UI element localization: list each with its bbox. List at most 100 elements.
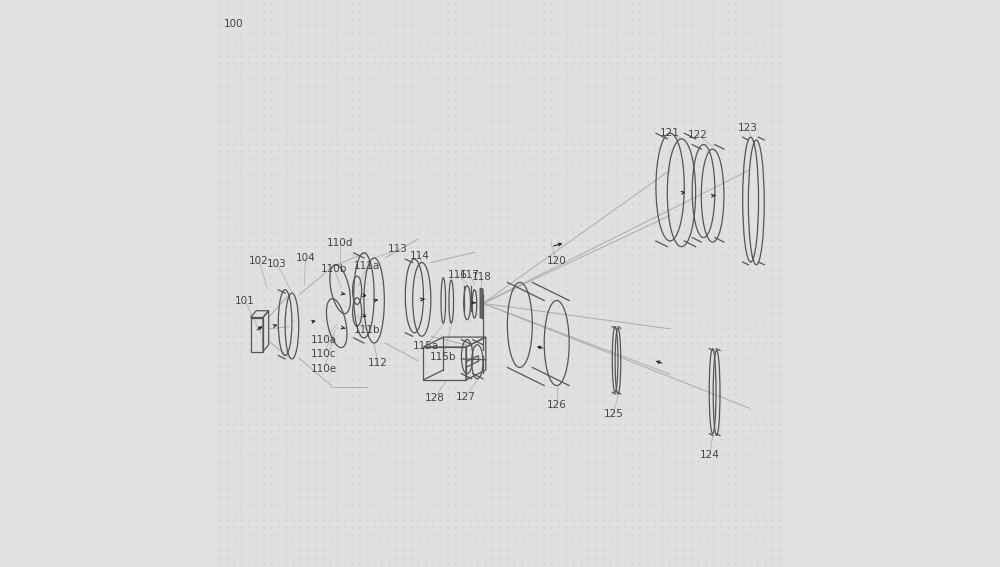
- Point: [521, 147, 537, 156]
- Point: [432, 405, 448, 414]
- Point: [609, 0, 625, 9]
- Point: [506, 213, 522, 222]
- Point: [528, 331, 544, 340]
- Point: [713, 560, 729, 567]
- Point: [558, 331, 574, 340]
- Point: [226, 132, 242, 141]
- Point: [735, 338, 751, 348]
- Point: [735, 36, 751, 45]
- Point: [713, 176, 729, 185]
- Point: [757, 405, 773, 414]
- Point: [219, 471, 235, 480]
- Point: [742, 213, 758, 222]
- Point: [484, 73, 500, 82]
- Point: [514, 530, 530, 539]
- Point: [256, 383, 272, 392]
- Point: [300, 51, 316, 60]
- Point: [248, 427, 264, 436]
- Point: [381, 361, 397, 370]
- Point: [536, 486, 552, 495]
- Point: [580, 397, 596, 407]
- Point: [558, 383, 574, 392]
- Point: [506, 515, 522, 524]
- Point: [580, 316, 596, 325]
- Point: [558, 442, 574, 451]
- Point: [219, 361, 235, 370]
- Point: [543, 405, 559, 414]
- Point: [742, 250, 758, 259]
- Point: [469, 501, 485, 510]
- Point: [248, 353, 264, 362]
- Point: [528, 486, 544, 495]
- Point: [772, 213, 788, 222]
- Point: [506, 420, 522, 429]
- Point: [727, 73, 743, 82]
- Point: [256, 420, 272, 429]
- Point: [373, 280, 389, 289]
- Point: [536, 132, 552, 141]
- Point: [477, 147, 493, 156]
- Point: [705, 449, 721, 458]
- Point: [270, 538, 286, 547]
- Point: [705, 464, 721, 473]
- Point: [646, 272, 662, 281]
- Point: [595, 95, 611, 104]
- Point: [631, 449, 647, 458]
- Point: [285, 434, 301, 443]
- Point: [366, 14, 382, 23]
- Point: [514, 169, 530, 178]
- Point: [219, 397, 235, 407]
- Point: [654, 538, 670, 547]
- Point: [462, 479, 478, 488]
- Point: [624, 471, 640, 480]
- Point: [536, 51, 552, 60]
- Point: [344, 154, 360, 163]
- Point: [270, 464, 286, 473]
- Point: [698, 456, 714, 466]
- Point: [772, 81, 788, 90]
- Point: [366, 309, 382, 318]
- Point: [661, 545, 677, 554]
- Point: [683, 132, 699, 141]
- Point: [764, 309, 780, 318]
- Point: [543, 58, 559, 67]
- Point: [270, 95, 286, 104]
- Point: [661, 552, 677, 561]
- Point: [742, 176, 758, 185]
- Point: [528, 442, 544, 451]
- Point: [300, 449, 316, 458]
- Point: [573, 272, 589, 281]
- Point: [580, 538, 596, 547]
- Point: [558, 523, 574, 532]
- Point: [440, 353, 456, 362]
- Point: [639, 515, 655, 524]
- Point: [676, 58, 692, 67]
- Point: [772, 508, 788, 517]
- Point: [602, 353, 618, 362]
- Point: [690, 486, 706, 495]
- Point: [256, 434, 272, 443]
- Point: [602, 456, 618, 466]
- Point: [315, 338, 331, 348]
- Point: [550, 81, 566, 90]
- Point: [550, 0, 566, 9]
- Point: [270, 169, 286, 178]
- Point: [241, 331, 257, 340]
- Point: [211, 44, 227, 53]
- Point: [705, 493, 721, 502]
- Point: [580, 95, 596, 104]
- Point: [322, 7, 338, 16]
- Point: [211, 294, 227, 303]
- Point: [315, 456, 331, 466]
- Point: [550, 449, 566, 458]
- Point: [388, 324, 404, 333]
- Point: [373, 51, 389, 60]
- Point: [307, 81, 323, 90]
- Point: [381, 117, 397, 126]
- Point: [491, 66, 507, 75]
- Point: [698, 390, 714, 399]
- Point: [373, 154, 389, 163]
- Point: [388, 427, 404, 436]
- Point: [278, 265, 294, 274]
- Point: [447, 132, 463, 141]
